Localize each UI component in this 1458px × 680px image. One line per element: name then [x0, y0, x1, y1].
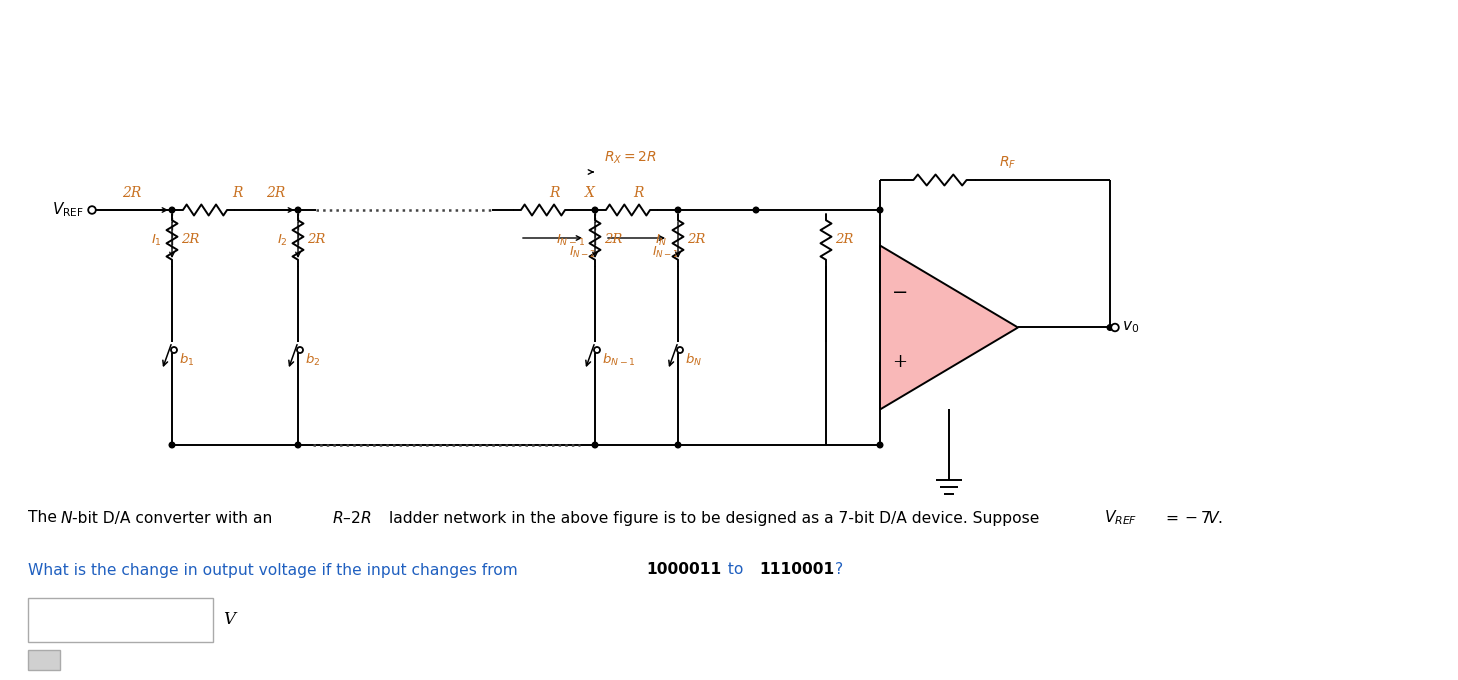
Text: $\mathit{R}$–$2\mathit{R}$: $\mathit{R}$–$2\mathit{R}$ — [332, 510, 372, 526]
Text: R: R — [633, 186, 644, 200]
Text: R: R — [232, 186, 242, 200]
Text: $b_N$: $b_N$ — [685, 352, 703, 368]
Text: ?: ? — [835, 562, 843, 577]
Text: 2R: 2R — [308, 233, 325, 246]
Text: 1000011: 1000011 — [646, 562, 722, 577]
Text: The: The — [28, 511, 61, 526]
Circle shape — [1111, 324, 1118, 331]
Text: $\mathit{N}$: $\mathit{N}$ — [60, 510, 73, 526]
Text: 1110001: 1110001 — [760, 562, 834, 577]
Circle shape — [754, 207, 758, 213]
Circle shape — [171, 347, 176, 353]
Circle shape — [297, 347, 303, 353]
Text: $b_2$: $b_2$ — [305, 352, 321, 368]
Circle shape — [675, 207, 681, 213]
Text: $v_0$: $v_0$ — [1123, 320, 1139, 335]
Circle shape — [169, 442, 175, 448]
Text: -bit D/A converter with an: -bit D/A converter with an — [73, 511, 278, 526]
Text: $I_1$: $I_1$ — [152, 233, 162, 248]
Text: to: to — [723, 562, 748, 577]
Circle shape — [878, 207, 882, 213]
Circle shape — [592, 207, 598, 213]
Text: $I_{N-2}$: $I_{N-2}$ — [569, 244, 596, 260]
Text: What is the change in output voltage if the input changes from: What is the change in output voltage if … — [28, 562, 522, 577]
Text: $b_{N-1}$: $b_{N-1}$ — [602, 352, 636, 368]
FancyBboxPatch shape — [28, 598, 213, 642]
Text: $I_2$: $I_2$ — [277, 233, 289, 248]
Text: X: X — [585, 186, 595, 200]
Text: −: − — [892, 284, 908, 302]
Circle shape — [295, 442, 300, 448]
Circle shape — [592, 442, 598, 448]
Text: $b_1$: $b_1$ — [179, 352, 194, 368]
Text: $I_{N-1}$: $I_{N-1}$ — [555, 233, 585, 248]
Text: ladder network in the above figure is to be designed as a 7-bit D/A device. Supp: ladder network in the above figure is to… — [385, 511, 1045, 526]
Text: $V_{REF}$: $V_{REF}$ — [1105, 509, 1137, 528]
Circle shape — [1107, 324, 1112, 330]
Text: R: R — [550, 186, 560, 200]
Text: V: V — [223, 611, 235, 628]
Circle shape — [87, 206, 96, 214]
Circle shape — [677, 347, 682, 353]
Text: 2R: 2R — [604, 233, 623, 246]
Circle shape — [878, 442, 882, 448]
FancyBboxPatch shape — [28, 650, 60, 670]
Text: 2R: 2R — [122, 186, 141, 200]
Text: 2R: 2R — [267, 186, 286, 200]
Circle shape — [169, 207, 175, 213]
Text: $= -7V.$: $= -7V.$ — [1162, 510, 1223, 526]
Text: 2R: 2R — [181, 233, 200, 246]
Circle shape — [675, 442, 681, 448]
Text: $V_{\rm REF}$: $V_{\rm REF}$ — [52, 201, 85, 220]
Text: $I_{N-1}$: $I_{N-1}$ — [652, 244, 679, 260]
Text: $R_X = 2R$: $R_X = 2R$ — [604, 150, 656, 166]
Text: +: + — [892, 353, 907, 371]
Text: $I_N$: $I_N$ — [656, 233, 668, 248]
Text: 2R: 2R — [835, 233, 853, 246]
Circle shape — [593, 347, 601, 353]
Circle shape — [295, 207, 300, 213]
Polygon shape — [881, 245, 1018, 409]
Text: $R_F$: $R_F$ — [999, 155, 1016, 171]
Text: 2R: 2R — [687, 233, 706, 246]
